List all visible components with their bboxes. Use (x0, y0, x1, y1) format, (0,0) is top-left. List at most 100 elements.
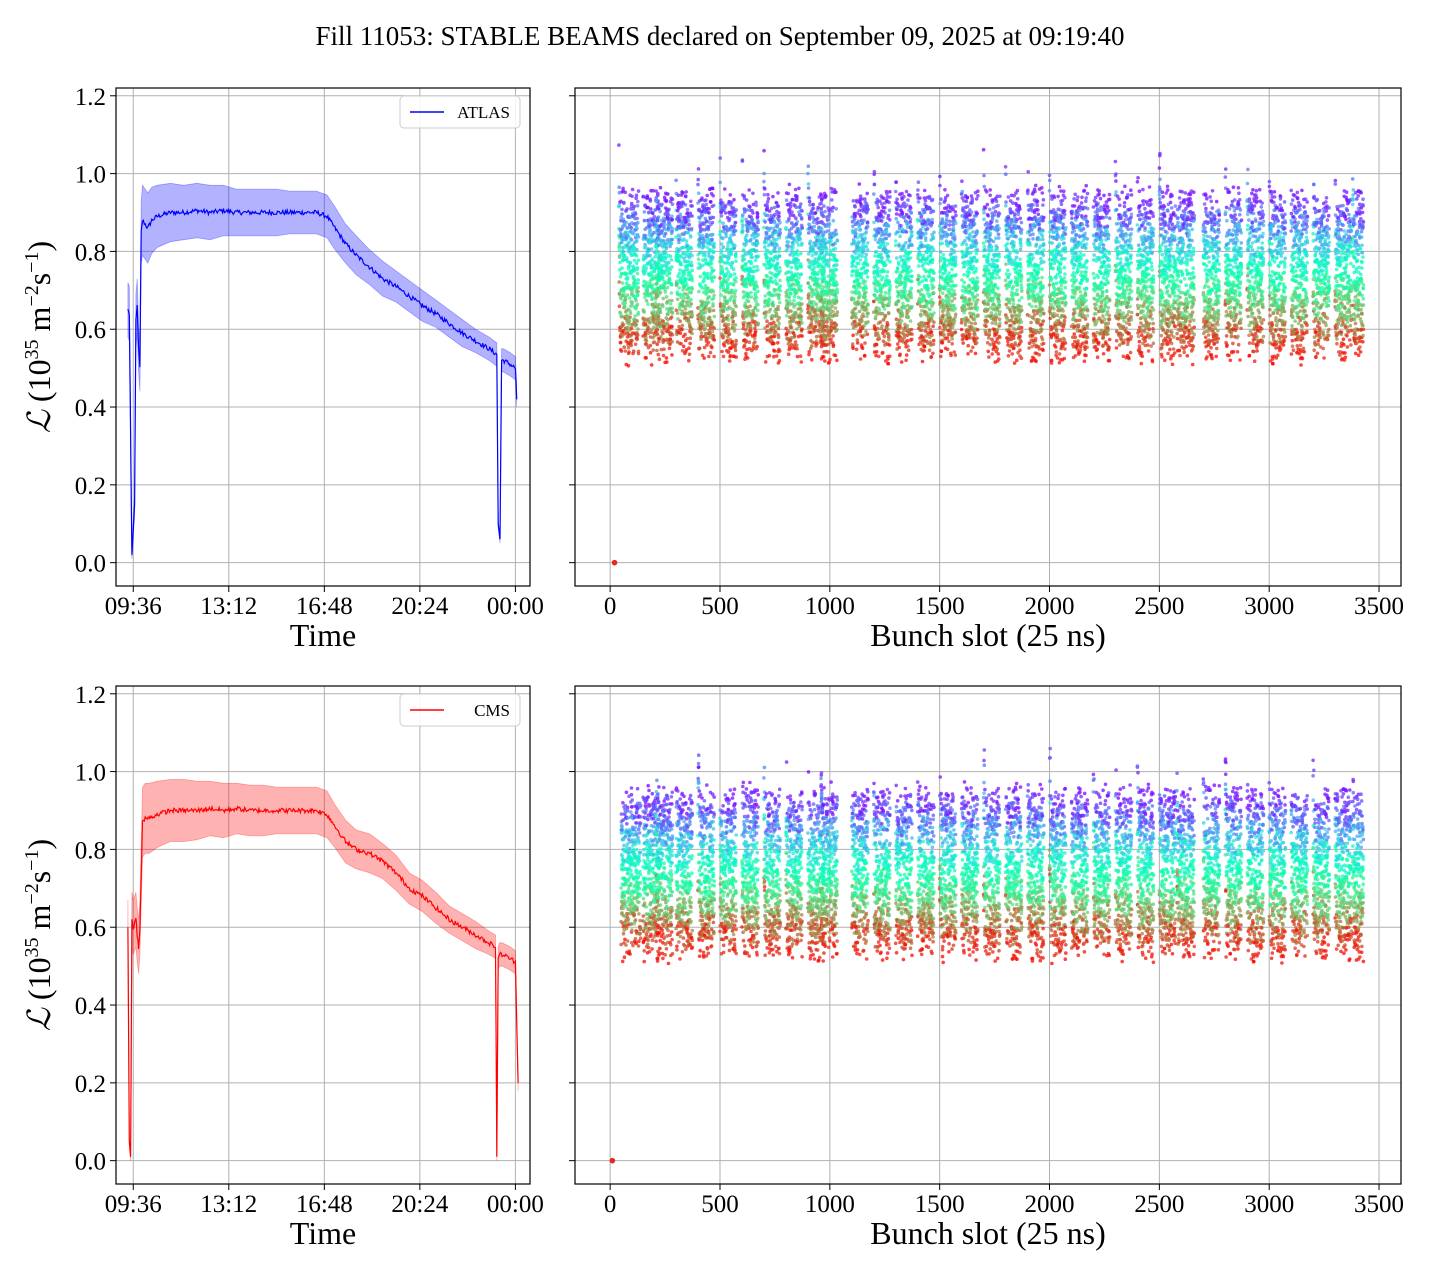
bunch-point (824, 337, 828, 342)
bunch-point (702, 356, 706, 360)
bunch-point (866, 241, 870, 245)
bunch-point (635, 204, 640, 208)
bunch-point (857, 241, 861, 245)
bunch-point (795, 346, 799, 351)
bunch-point (762, 179, 766, 184)
bunch-point (815, 216, 820, 221)
bunch-point (910, 233, 914, 237)
bunch-point (949, 353, 953, 358)
bunch-point (814, 250, 819, 255)
bunch-point (774, 354, 779, 358)
x-tick-label: 16:48 (296, 593, 353, 620)
bunch-point (899, 360, 904, 364)
bunch-point (864, 245, 869, 249)
bunch-point (826, 325, 830, 330)
bunch-point (755, 285, 760, 289)
bunch-point (712, 326, 716, 330)
bunch-point (883, 206, 887, 210)
bunch-point (854, 265, 858, 269)
bunch-point (620, 266, 624, 270)
bunch-point (884, 236, 889, 241)
bunch-point (667, 278, 672, 282)
bunch-point (887, 338, 891, 342)
bunch-point (946, 233, 950, 238)
bunch-point (932, 320, 936, 325)
bunch-point (621, 323, 626, 327)
bunch-point (658, 209, 662, 214)
bunch-point (786, 244, 790, 248)
bunch-point (939, 349, 944, 354)
bunch-point (799, 264, 804, 269)
bunch-point (878, 320, 883, 324)
bunch-point (950, 299, 954, 303)
bunch-point (883, 313, 888, 318)
bunch-point (834, 232, 839, 236)
bunch-point (937, 295, 942, 299)
bunch-point (777, 300, 782, 305)
bunch-point (953, 210, 958, 214)
bunch-point (744, 198, 749, 202)
bunch-point (748, 304, 752, 309)
bunch-point (655, 342, 659, 347)
bunch-point (677, 271, 682, 276)
bunch-point (908, 206, 913, 210)
bunch-point (835, 358, 839, 363)
bunch-point (895, 285, 899, 289)
bunch-point (670, 340, 674, 344)
bunch-point (663, 256, 668, 261)
bunch-point (660, 229, 665, 233)
bunch-point (636, 220, 640, 225)
bunch-point (906, 344, 910, 349)
bunch-point (798, 237, 803, 241)
bunch-point (751, 275, 756, 279)
bunch-point (953, 353, 958, 357)
bunch-point (796, 243, 801, 247)
bunch-point (900, 191, 904, 196)
bunch-point (799, 284, 803, 288)
bunch-point (635, 247, 639, 252)
bunch-point (732, 298, 737, 302)
bunch-point (633, 278, 637, 283)
bunch-point (649, 270, 653, 275)
bunch-point (708, 350, 713, 355)
bunch-point (711, 301, 715, 306)
bunch-point (877, 336, 882, 341)
bunch-point (622, 345, 626, 350)
bunch-point (645, 287, 650, 292)
bunch-point (895, 342, 900, 346)
bunch-point (633, 212, 638, 216)
bunch-point (786, 352, 791, 357)
bunch-point (881, 350, 885, 355)
bunch-point (686, 259, 690, 264)
grid (116, 88, 530, 586)
bunch-point (631, 349, 636, 354)
bunch-point (636, 278, 641, 282)
bunch-point (648, 343, 653, 348)
bunch-point (941, 314, 945, 319)
bunch-point (625, 230, 630, 235)
bunch-point (835, 313, 839, 318)
bunch-point (909, 327, 914, 332)
bunch-point (895, 207, 899, 212)
bunch-point (634, 323, 639, 327)
bunch-point (625, 276, 630, 280)
bunch-point (623, 301, 628, 305)
bunch-point (670, 298, 674, 303)
bunch-point (832, 277, 836, 281)
bunch-point (622, 200, 626, 205)
bunch-point (793, 187, 798, 192)
bunch-point (680, 323, 685, 328)
bunch-point (777, 358, 782, 363)
bunch-point (629, 204, 634, 208)
bunch-point (854, 311, 858, 316)
plot-area (611, 143, 1366, 566)
bunch-point (670, 306, 675, 311)
bunch-point (617, 190, 622, 195)
bunch-point (931, 351, 935, 356)
bunch-point (923, 198, 928, 203)
bunch-point (902, 292, 907, 297)
bunch-point (893, 189, 898, 194)
bunch-point (928, 253, 933, 258)
bunch-point (655, 332, 660, 336)
bunch-point (792, 298, 796, 303)
